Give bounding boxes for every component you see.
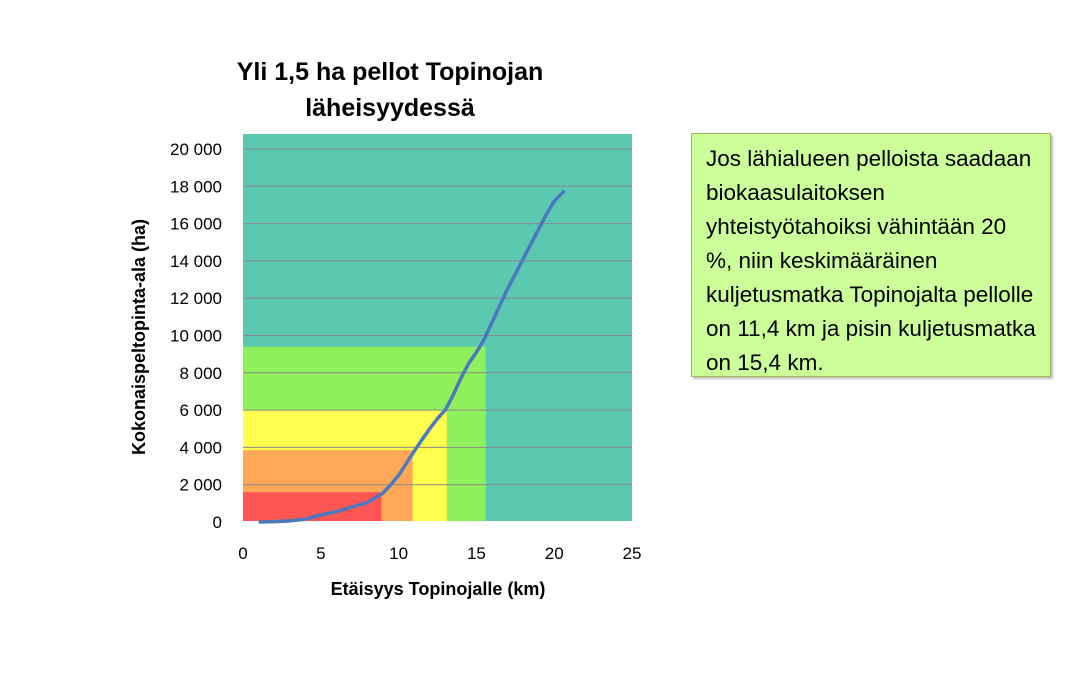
x-tick-label: 25 <box>623 544 642 563</box>
y-tick-label: 20 000 <box>170 140 222 159</box>
y-tick-label: 14 000 <box>170 252 222 271</box>
y-tick-label: 18 000 <box>170 177 222 196</box>
y-tick-label: 16 000 <box>170 215 222 234</box>
chart-title: Yli 1,5 ha pellot Topinojan läheisyydess… <box>236 58 544 122</box>
y-axis-title: Kokonaispeltopinta-ala (ha) <box>129 219 149 455</box>
x-tick-label: 15 <box>467 544 486 563</box>
y-tick-label: 4 000 <box>179 438 222 457</box>
y-tick-label: 6 000 <box>179 401 222 420</box>
series-line-1 <box>258 190 566 524</box>
y-tick-label: 2 000 <box>179 476 222 495</box>
y-tick-label: 10 000 <box>170 327 222 346</box>
y-tick-label: 0 <box>213 513 222 532</box>
note-box: Jos lähialueen pelloista saadaan biokaas… <box>691 133 1051 377</box>
y-tick-label: 12 000 <box>170 289 222 308</box>
x-axis-title: Etäisyys Topinojalle (km) <box>331 579 546 599</box>
note-text: Jos lähialueen pelloista saadaan biokaas… <box>706 146 1036 375</box>
x-tick-label: 20 <box>545 544 564 563</box>
x-tick-label: 0 <box>238 544 247 563</box>
x-tick-label: 10 <box>389 544 408 563</box>
y-tick-label: 8 000 <box>179 364 222 383</box>
x-tick-label: 5 <box>316 544 325 563</box>
